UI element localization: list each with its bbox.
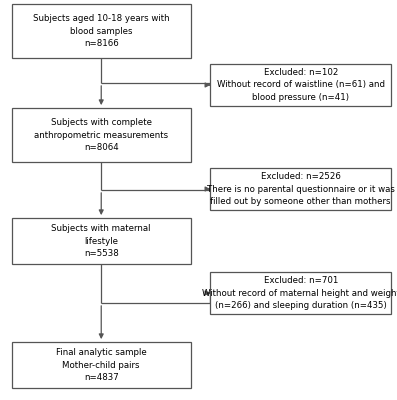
Text: Excluded: n=102
Without record of waistline (n=61) and
blood pressure (n=41): Excluded: n=102 Without record of waistl… xyxy=(217,68,385,102)
FancyBboxPatch shape xyxy=(210,272,391,314)
Text: Excluded: n=701
Without record of maternal height and weight
(n=266) and sleepin: Excluded: n=701 Without record of matern… xyxy=(202,276,397,310)
Text: Final analytic sample
Mother-child pairs
n=4837: Final analytic sample Mother-child pairs… xyxy=(56,348,146,382)
FancyBboxPatch shape xyxy=(12,342,191,388)
FancyBboxPatch shape xyxy=(210,168,391,210)
Text: Subjects with maternal
lifestyle
n=5538: Subjects with maternal lifestyle n=5538 xyxy=(52,224,151,258)
Text: Excluded: n=2526
There is no parental questionnaire or it was
filled out by some: Excluded: n=2526 There is no parental qu… xyxy=(207,172,395,206)
FancyBboxPatch shape xyxy=(12,108,191,162)
FancyBboxPatch shape xyxy=(12,218,191,264)
Text: Subjects with complete
anthropometric measurements
n=8064: Subjects with complete anthropometric me… xyxy=(34,118,168,152)
Text: Subjects aged 10-18 years with
blood samples
n=8166: Subjects aged 10-18 years with blood sam… xyxy=(33,14,170,48)
FancyBboxPatch shape xyxy=(210,64,391,106)
FancyBboxPatch shape xyxy=(12,4,191,58)
